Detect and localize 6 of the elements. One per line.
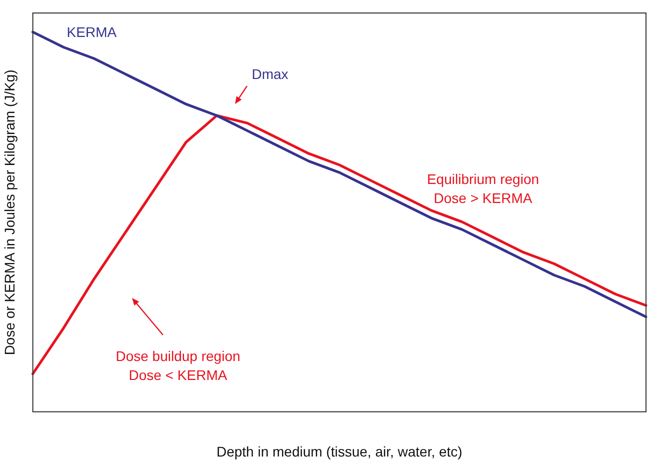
annotation: Equilibrium region Dose > KERMA: [426, 170, 540, 206]
y-axis-title: Dose or KERMA in Joules per Kilogram (J/Kg): [1, 70, 18, 356]
series-label: KERMA: [66, 24, 118, 40]
annotation: Dmax: [252, 66, 288, 82]
x-axis-title: Depth in medium (tissue, air, water, etc): [216, 443, 462, 460]
annotation: Dose buildup region Dose < KERMA: [116, 348, 240, 383]
